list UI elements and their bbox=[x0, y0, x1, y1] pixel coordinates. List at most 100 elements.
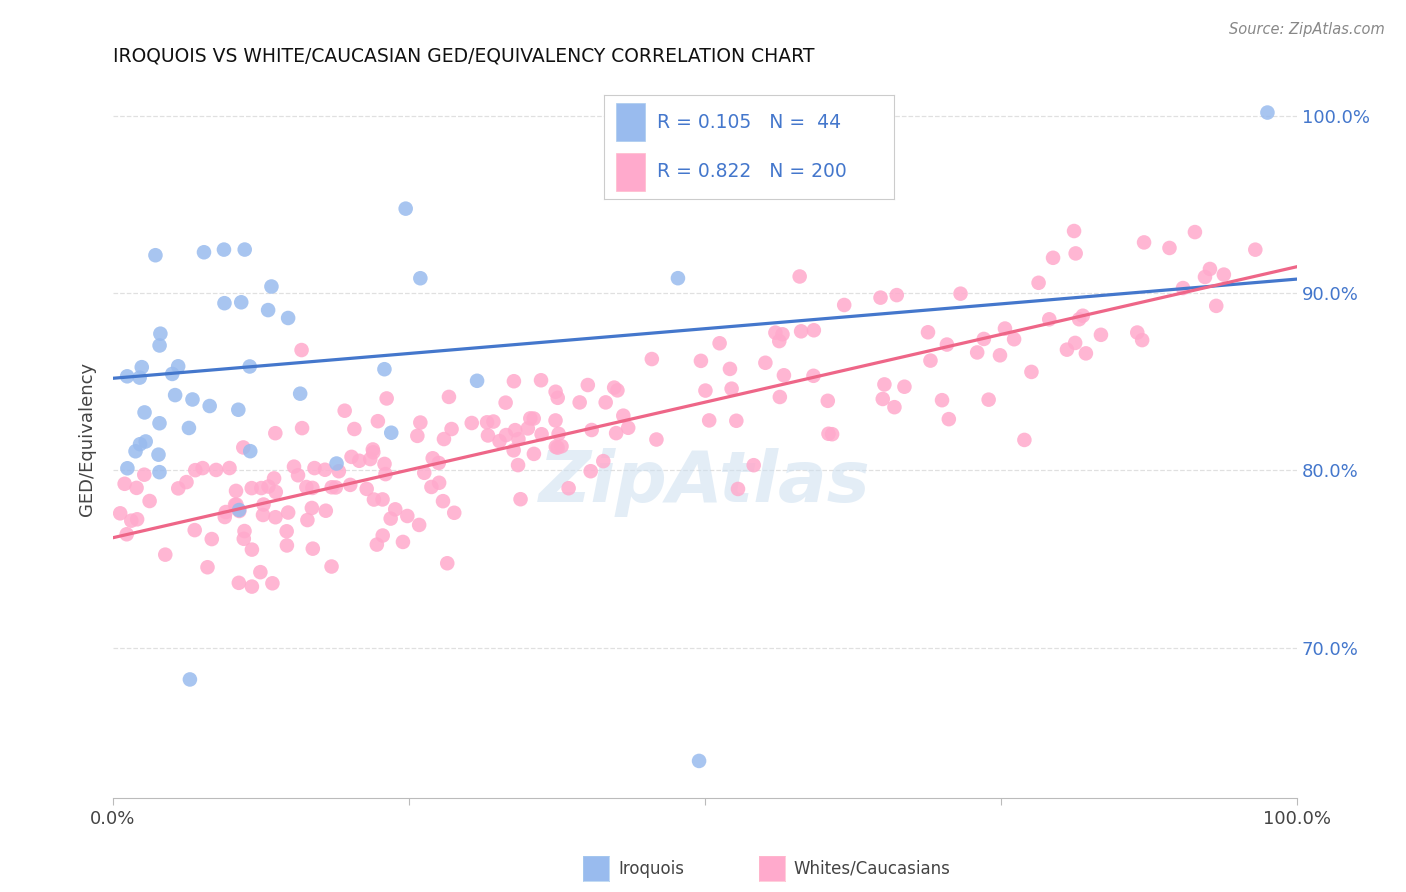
Point bbox=[373, 362, 395, 376]
Point bbox=[440, 422, 463, 436]
Point bbox=[725, 414, 748, 428]
Point bbox=[396, 508, 419, 523]
Point bbox=[215, 505, 238, 519]
Point bbox=[988, 348, 1011, 362]
Point bbox=[214, 296, 236, 310]
Point bbox=[509, 492, 531, 507]
Point bbox=[790, 324, 813, 338]
Point bbox=[938, 412, 960, 426]
Point bbox=[1014, 433, 1036, 447]
Point bbox=[366, 538, 388, 552]
Point bbox=[422, 451, 444, 466]
Point bbox=[193, 245, 215, 260]
Point bbox=[228, 503, 250, 517]
Point bbox=[437, 390, 460, 404]
Point bbox=[503, 423, 526, 437]
Point bbox=[145, 248, 167, 262]
Point bbox=[869, 291, 891, 305]
Point bbox=[695, 384, 717, 398]
Point bbox=[380, 511, 402, 525]
Point bbox=[343, 422, 366, 436]
Point bbox=[772, 327, 794, 342]
Point bbox=[1205, 299, 1227, 313]
Point bbox=[508, 432, 530, 446]
Point bbox=[893, 380, 915, 394]
Point bbox=[131, 360, 153, 375]
Point bbox=[127, 512, 149, 526]
Point bbox=[1199, 262, 1222, 277]
Text: Iroquois: Iroquois bbox=[619, 860, 685, 878]
Point bbox=[239, 359, 262, 374]
Point bbox=[288, 386, 311, 401]
Point bbox=[277, 506, 299, 520]
Point bbox=[295, 480, 318, 494]
Point bbox=[742, 458, 765, 473]
Point bbox=[1071, 309, 1094, 323]
Point bbox=[427, 475, 450, 490]
Point bbox=[374, 467, 396, 482]
Point bbox=[1038, 312, 1060, 326]
Point bbox=[367, 414, 389, 428]
Point bbox=[1028, 276, 1050, 290]
Point bbox=[356, 482, 378, 496]
Point bbox=[544, 440, 567, 454]
Point bbox=[314, 463, 336, 477]
Point bbox=[1212, 268, 1234, 282]
Point bbox=[973, 332, 995, 346]
Point bbox=[197, 560, 219, 574]
Point bbox=[443, 506, 465, 520]
Point bbox=[363, 492, 385, 507]
Point bbox=[530, 427, 553, 442]
Point bbox=[1159, 241, 1181, 255]
Point bbox=[1171, 281, 1194, 295]
Point bbox=[224, 498, 246, 512]
Point bbox=[1194, 269, 1216, 284]
Point bbox=[240, 580, 263, 594]
Point bbox=[727, 482, 749, 496]
Point bbox=[328, 464, 350, 478]
Point bbox=[225, 498, 247, 512]
Point bbox=[606, 384, 628, 398]
Point bbox=[134, 467, 156, 482]
Point bbox=[977, 392, 1000, 407]
Point bbox=[544, 413, 567, 427]
Point bbox=[612, 409, 634, 423]
Point bbox=[803, 323, 825, 337]
Point bbox=[579, 464, 602, 478]
Point bbox=[605, 426, 627, 441]
Point bbox=[301, 500, 323, 515]
Point bbox=[1063, 224, 1085, 238]
Point bbox=[115, 527, 138, 541]
Point bbox=[461, 416, 484, 430]
Point bbox=[765, 326, 787, 340]
Point bbox=[225, 483, 247, 498]
Point bbox=[228, 575, 250, 590]
Point bbox=[359, 452, 381, 467]
Point bbox=[148, 448, 170, 462]
Point bbox=[821, 427, 844, 442]
Point bbox=[181, 392, 204, 407]
Point bbox=[568, 395, 591, 409]
Point bbox=[1069, 312, 1091, 326]
Point bbox=[502, 443, 524, 458]
Point bbox=[201, 532, 224, 546]
Point bbox=[371, 492, 394, 507]
Point bbox=[617, 421, 640, 435]
Point bbox=[557, 481, 579, 495]
Point bbox=[581, 423, 603, 437]
Point bbox=[1244, 243, 1267, 257]
Point bbox=[427, 456, 450, 470]
Point bbox=[304, 461, 326, 475]
Point bbox=[720, 382, 742, 396]
Point bbox=[363, 445, 385, 459]
Point bbox=[297, 513, 319, 527]
Point bbox=[205, 463, 228, 477]
Point bbox=[260, 279, 283, 293]
Point bbox=[475, 415, 498, 429]
Point bbox=[519, 411, 541, 425]
Point bbox=[530, 373, 553, 387]
Point bbox=[114, 476, 136, 491]
Point bbox=[167, 482, 190, 496]
Point bbox=[120, 514, 142, 528]
Point bbox=[250, 481, 273, 495]
